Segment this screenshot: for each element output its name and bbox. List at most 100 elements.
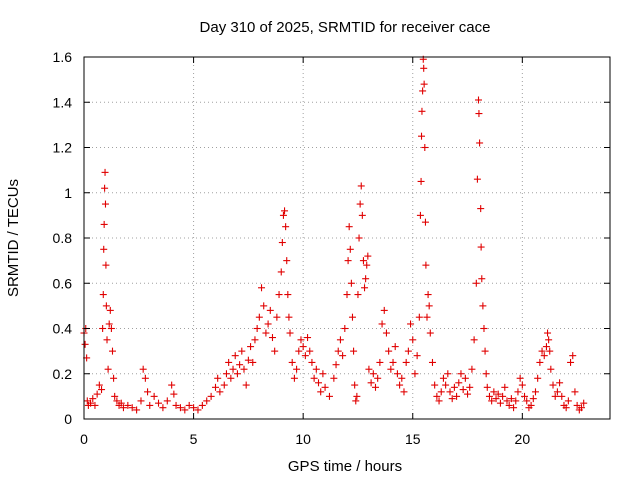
data-point [420, 64, 428, 72]
data-point [278, 239, 286, 247]
data-point [365, 365, 373, 373]
data-point [236, 361, 244, 369]
data-point [279, 211, 287, 219]
data-point [505, 401, 513, 409]
data-point [492, 395, 500, 403]
data-point [540, 352, 548, 360]
data-point [356, 200, 364, 208]
data-point [538, 347, 546, 355]
data-point [529, 395, 537, 403]
data-point [102, 302, 110, 310]
data-point [105, 320, 113, 328]
data-point [155, 399, 163, 407]
data-point [262, 329, 270, 337]
data-point [255, 313, 263, 321]
data-point [297, 336, 305, 344]
data-point [319, 370, 327, 378]
plot-frame [83, 56, 611, 420]
data-point [433, 392, 441, 400]
data-point [396, 381, 404, 389]
data-point [216, 388, 224, 396]
data-point [283, 257, 291, 265]
data-point [163, 397, 171, 405]
data-point [251, 336, 259, 344]
data-point [453, 392, 461, 400]
data-point [466, 383, 474, 391]
data-point [418, 132, 426, 140]
data-point [424, 291, 432, 299]
data-point [168, 381, 176, 389]
data-point [411, 370, 419, 378]
data-point [556, 379, 564, 387]
data-point [473, 175, 481, 183]
data-point [546, 347, 554, 355]
data-point [507, 395, 515, 403]
y-tick-label: 0.8 [53, 230, 73, 246]
data-point [494, 390, 502, 398]
data-point [482, 370, 490, 378]
data-point [229, 365, 237, 373]
data-point [101, 168, 109, 176]
data-point [426, 329, 434, 337]
data-point [282, 223, 290, 231]
data-point [501, 383, 509, 391]
data-point [98, 386, 106, 394]
data-point [220, 381, 228, 389]
data-point [417, 177, 425, 185]
data-point [242, 381, 250, 389]
data-point [374, 374, 382, 382]
data-point [464, 390, 472, 398]
data-point [455, 379, 463, 387]
data-point [428, 358, 436, 366]
y-tick-label: 0.4 [53, 321, 73, 337]
data-point [181, 406, 189, 414]
data-point [99, 291, 107, 299]
data-point [420, 80, 428, 88]
data-point [490, 388, 498, 396]
data-point [485, 392, 493, 400]
data-point [407, 320, 415, 328]
data-point [416, 211, 424, 219]
data-point [470, 336, 478, 344]
y-tick-label: 0.2 [53, 366, 73, 382]
data-point [352, 397, 360, 405]
data-point [423, 313, 431, 321]
data-point [146, 401, 154, 409]
data-point [284, 291, 292, 299]
x-axis-title: GPS time / hours [288, 458, 402, 475]
data-point [107, 325, 115, 332]
data-point [225, 358, 233, 366]
data-point [362, 275, 370, 283]
data-point [357, 182, 365, 190]
data-point [479, 302, 487, 310]
data-point [369, 370, 377, 378]
data-point [442, 381, 450, 389]
data-point [483, 383, 491, 391]
data-point [330, 374, 338, 382]
data-point [385, 347, 393, 355]
data-point [100, 220, 108, 228]
data-point [553, 388, 561, 396]
data-point [573, 401, 581, 409]
data-point [378, 320, 386, 328]
data-point [137, 397, 145, 405]
data-point [358, 211, 366, 219]
data-point [578, 404, 586, 412]
data-point [101, 184, 109, 192]
data-point [101, 200, 109, 208]
data-point [361, 284, 369, 292]
y-tick-label: 1.2 [53, 140, 73, 156]
data-point [472, 279, 480, 287]
data-point [249, 358, 257, 366]
data-point [170, 390, 178, 398]
data-point [299, 343, 307, 351]
data-point [281, 207, 289, 215]
data-point [344, 257, 352, 265]
data-point [104, 365, 112, 373]
data-point [571, 388, 579, 396]
data-point [290, 374, 298, 382]
y-tick-label: 1 [64, 185, 72, 201]
data-point [227, 374, 235, 382]
data-point [350, 347, 358, 355]
data-point [512, 397, 520, 405]
